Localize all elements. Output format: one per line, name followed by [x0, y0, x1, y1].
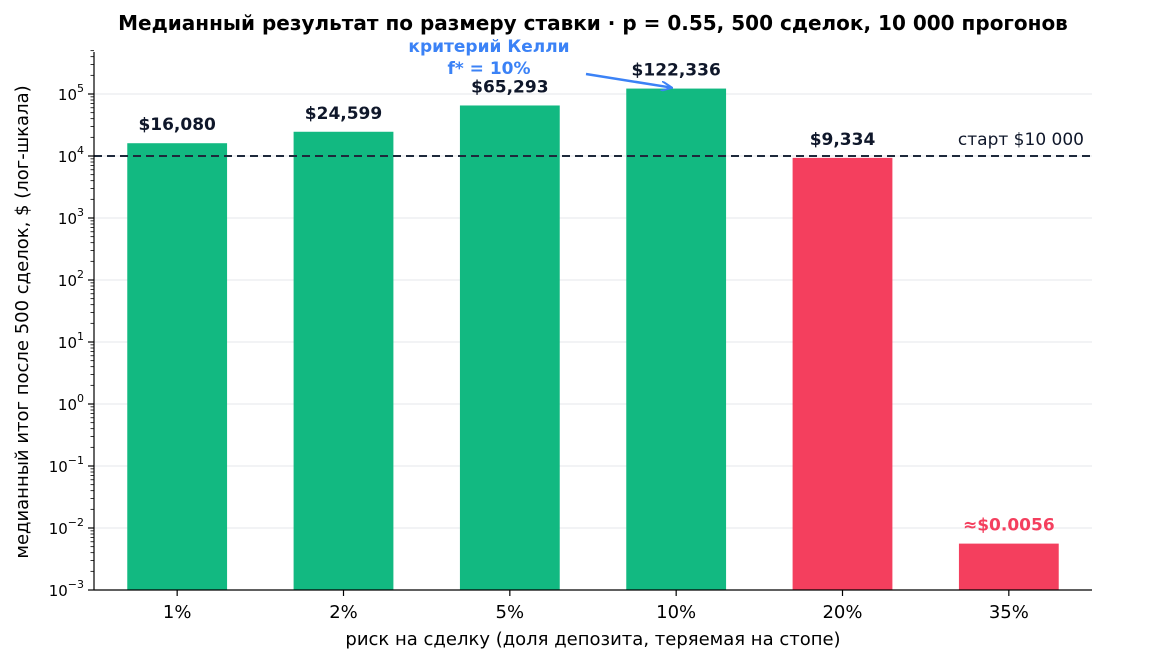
x-axis-ticks: 1% 2% 5% 10% 20% 35%	[163, 590, 1029, 623]
x-axis-title: риск на сделку (доля депозита, теряемая …	[345, 629, 840, 650]
data-label: $9,334	[810, 130, 876, 150]
bar	[792, 157, 893, 591]
x-tick-label: 5%	[496, 602, 525, 623]
y-axis-title: медианный итог после 500 сделок, $ (лог-…	[12, 85, 33, 558]
kelly-annotation-line2: f* = 10%	[447, 59, 530, 79]
grid	[94, 93, 1092, 529]
bar	[626, 88, 727, 591]
y-tick-label: 10−1	[49, 454, 84, 476]
y-tick-label: 102	[58, 268, 84, 290]
y-tick-label: 101	[58, 330, 84, 352]
x-tick-label: 20%	[822, 602, 862, 623]
kelly-annotation-line1: критерий Келли	[408, 37, 569, 57]
x-tick-label: 35%	[989, 602, 1029, 623]
x-tick-label: 10%	[656, 602, 696, 623]
kelly-arrow	[585, 72, 671, 88]
x-tick-label: 1%	[163, 602, 192, 623]
y-tick-label: 105	[58, 82, 84, 104]
y-tick-label: 10−3	[49, 578, 84, 600]
bars	[127, 88, 1059, 591]
bar	[459, 105, 560, 590]
y-tick-label: 104	[58, 144, 84, 166]
y-tick-label: 10−2	[49, 516, 84, 538]
reference-line-group: старт $10 000	[94, 130, 1092, 157]
y-tick-label: 103	[58, 206, 84, 228]
data-label: $65,293	[471, 77, 548, 97]
data-label: ≈$0.0056	[963, 516, 1055, 536]
data-label: $122,336	[632, 61, 721, 81]
y-tick-label: 100	[58, 392, 84, 414]
bar	[127, 143, 228, 590]
chart-title: Медианный результат по размеру ставки · …	[118, 11, 1068, 35]
data-label: $24,599	[305, 104, 382, 124]
data-labels: $16,080 $24,599 $65,293 $122,336 $9,334 ≈$0.0…	[138, 61, 1054, 536]
data-label: $16,080	[138, 115, 216, 135]
bar	[958, 543, 1059, 590]
bar	[293, 131, 394, 590]
start-reference-label: старт $10 000	[958, 130, 1084, 150]
y-axis-ticks: 10−3 10−2 10−1 100 101 102 103 104 105	[49, 50, 94, 600]
x-tick-label: 2%	[329, 602, 358, 623]
